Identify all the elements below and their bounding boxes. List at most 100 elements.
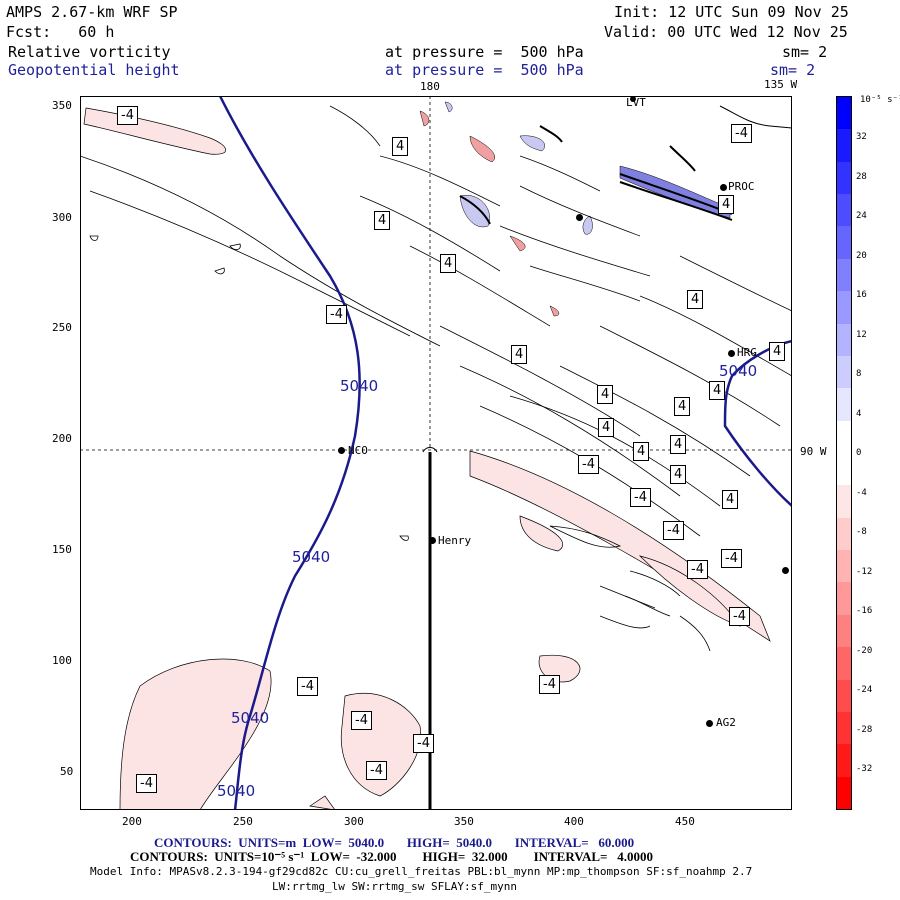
y-tick-label: 350 bbox=[52, 99, 72, 112]
x-tick-label: 250 bbox=[233, 815, 253, 828]
vorticity-label: 4 bbox=[440, 254, 457, 273]
colorbar-segment bbox=[837, 647, 851, 681]
colorbar-tick-label: -12 bbox=[856, 566, 873, 577]
vorticity-label: -4 bbox=[297, 677, 318, 696]
y-tick-label: 300 bbox=[52, 211, 72, 224]
coastline bbox=[719, 105, 792, 129]
geopotential-height-contours bbox=[218, 96, 792, 810]
colorbar-segment bbox=[837, 550, 851, 583]
vorticity-label: 4 bbox=[769, 342, 786, 361]
vorticity-label: 4 bbox=[392, 137, 409, 156]
station-label-lvt: LVT bbox=[626, 96, 646, 109]
colorbar-tick-label: -4 bbox=[856, 487, 867, 498]
station-marker bbox=[576, 214, 583, 221]
station-label-henry: Henry bbox=[438, 534, 472, 547]
station-marker bbox=[782, 567, 789, 574]
colorbar-segment bbox=[837, 97, 851, 130]
colorbar-segment bbox=[837, 744, 851, 778]
station-label-hrg: HRG bbox=[737, 346, 757, 359]
station-marker bbox=[338, 447, 345, 454]
colorbar-segment bbox=[837, 323, 851, 357]
init-time: Init: 12 UTC Sun 09 Nov 25 bbox=[614, 3, 849, 21]
station-label-ag2: AG2 bbox=[716, 716, 736, 729]
colorbar-segment bbox=[837, 226, 851, 260]
colorbar-segment bbox=[837, 129, 851, 163]
vorticity-label: 4 bbox=[670, 465, 687, 484]
colorbar-segment bbox=[837, 355, 851, 389]
vorticity-label: 4 bbox=[718, 195, 735, 214]
colorbar-tick-label: -24 bbox=[856, 685, 873, 695]
vorticity-label: -4 bbox=[366, 761, 387, 780]
colorbar-segment bbox=[837, 582, 851, 616]
x-tick-label: 350 bbox=[454, 815, 474, 828]
strong-negative-fill bbox=[419, 110, 560, 317]
colorbar-tick-label: 28 bbox=[856, 171, 867, 182]
vorticity-label: 4 bbox=[374, 211, 391, 230]
vorticity-label: -4 bbox=[663, 521, 684, 540]
vorticity-contours bbox=[80, 105, 792, 652]
vorticity-label: 4 bbox=[674, 397, 691, 416]
vorticity-label: -4 bbox=[136, 774, 157, 793]
meridian-label-180: 180 bbox=[420, 80, 440, 93]
height-label: 5040 bbox=[719, 362, 758, 380]
height-label: 5040 bbox=[340, 377, 379, 395]
station-label-proc: PROC bbox=[728, 180, 755, 193]
vorticity-contour-info: CONTOURS: UNITS=10⁻⁵ s⁻¹ LOW= -32.000 HI… bbox=[130, 849, 653, 864]
forecast-hour: Fcst: 60 h bbox=[6, 23, 115, 41]
height-label: 5040 bbox=[292, 548, 331, 566]
station-marker bbox=[429, 537, 436, 544]
y-tick-label: 150 bbox=[52, 543, 72, 556]
vorticity-label: -4 bbox=[578, 455, 599, 474]
vorticity-label: -4 bbox=[731, 124, 752, 143]
colorbar-segment bbox=[837, 679, 851, 713]
colorbar-tick-label: -8 bbox=[856, 527, 867, 537]
colorbar-tick-label: -32 bbox=[856, 764, 873, 774]
field2-level: at pressure = 500 hPa bbox=[385, 61, 584, 79]
vorticity-label: -4 bbox=[729, 607, 750, 626]
y-tick-label: 100 bbox=[52, 654, 72, 667]
colorbar-segment bbox=[837, 420, 851, 454]
field1-level: at pressure = 500 hPa bbox=[385, 43, 584, 61]
colorbar-tick-label: 16 bbox=[856, 290, 867, 300]
colorbar-tick-label: -28 bbox=[856, 724, 873, 735]
y-tick-label: 250 bbox=[52, 321, 72, 334]
model-info: Model Info: MPASv8.2.3-194-gf29cd82c CU:… bbox=[90, 865, 753, 878]
height-label: 5040 bbox=[217, 782, 256, 800]
colorbar-segment bbox=[837, 194, 851, 227]
x-tick-label: 200 bbox=[122, 815, 142, 828]
y-tick-label: 200 bbox=[52, 432, 72, 445]
vorticity-label: 4 bbox=[687, 290, 704, 309]
colorbar-segment bbox=[837, 453, 851, 486]
vorticity-label: -4 bbox=[721, 549, 742, 568]
colorbar-segment bbox=[837, 517, 851, 551]
meridian-label-135w: 135 W bbox=[764, 78, 798, 91]
colorbar-segment bbox=[837, 485, 851, 519]
vorticity-label: 4 bbox=[597, 385, 614, 404]
colorbar-tick-label: 0 bbox=[856, 448, 862, 458]
field1-name: Relative vorticity bbox=[8, 43, 171, 61]
colorbar-tick-label: 20 bbox=[856, 250, 867, 261]
vorticity-label: -4 bbox=[539, 675, 560, 694]
meridian-label-90w: 90 W bbox=[800, 445, 827, 458]
vorticity-label: 4 bbox=[511, 345, 528, 364]
colorbar-tick-label: 4 bbox=[856, 408, 862, 419]
model-info-line2: LW:rrtmg_lw SW:rrtmg_sw SFLAY:sf_mynn bbox=[272, 880, 518, 893]
colorbar-segment bbox=[837, 161, 851, 195]
colorbar-tick-label: 24 bbox=[856, 211, 867, 221]
vorticity-label: 4 bbox=[598, 418, 615, 437]
colorbar-segment bbox=[837, 291, 851, 325]
x-tick-label: 400 bbox=[564, 815, 584, 828]
x-tick-label: 450 bbox=[675, 815, 695, 828]
colorbar-segment bbox=[837, 711, 851, 745]
vorticity-label: 4 bbox=[709, 381, 726, 400]
colorbar-tick-label: -16 bbox=[856, 606, 873, 616]
colorbar-segment bbox=[837, 776, 851, 810]
vorticity-label: 4 bbox=[670, 435, 687, 454]
valid-time: Valid: 00 UTC Wed 12 Nov 25 bbox=[604, 23, 848, 41]
y-tick-label: 50 bbox=[60, 765, 74, 778]
station-marker bbox=[630, 96, 636, 102]
colorbar-segment bbox=[837, 614, 851, 648]
station-marker bbox=[728, 350, 735, 357]
model-title: AMPS 2.67-km WRF SP bbox=[6, 3, 178, 21]
colorbar-segment bbox=[837, 388, 851, 422]
